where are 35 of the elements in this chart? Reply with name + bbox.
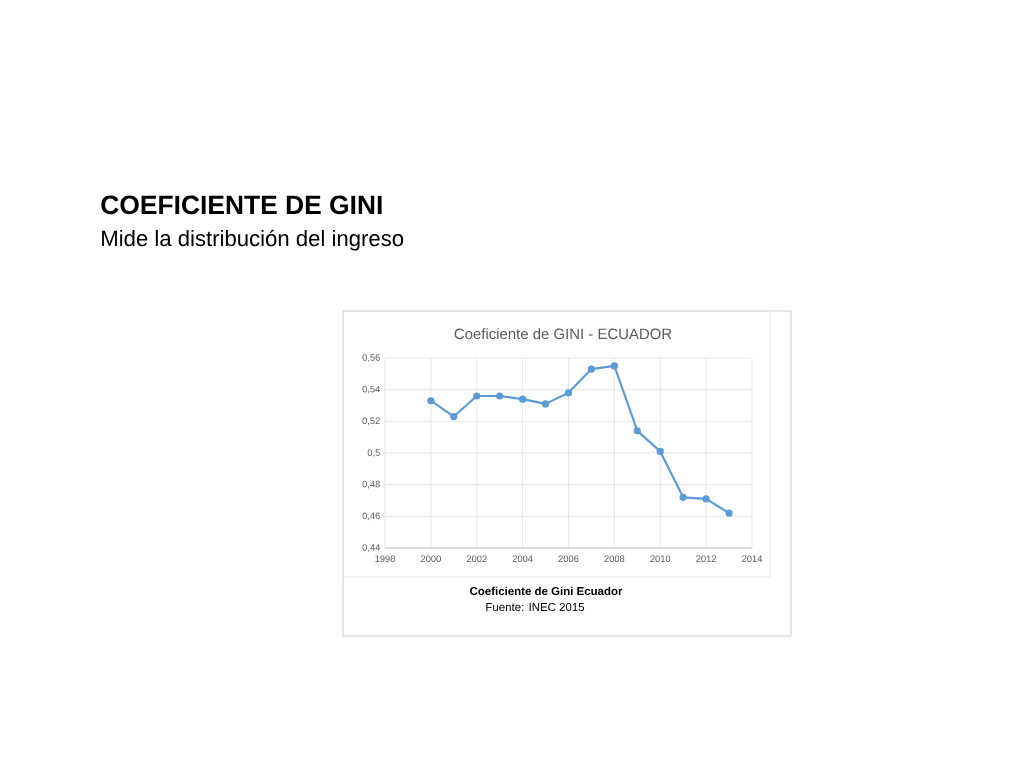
y-tick-label: 0,54 [362, 385, 381, 394]
point [473, 392, 481, 400]
point [450, 412, 458, 421]
point [633, 427, 641, 435]
point [610, 362, 618, 370]
x-tick-label: 2004 [512, 555, 533, 562]
x-tick-label: 2014 [742, 555, 763, 562]
x-tick-label: 2006 [558, 555, 579, 562]
point [656, 447, 664, 456]
y-tick-label: 0,48 [362, 480, 380, 489]
point [427, 397, 435, 405]
y-tick-label: 0,44 [362, 544, 381, 552]
x-tick-label: 2008 [604, 555, 625, 562]
source-note: Fuente: INEC 2015 [486, 602, 585, 612]
point [541, 400, 550, 408]
y-tick-label: 0,46 [362, 512, 380, 521]
point [679, 493, 687, 501]
point [702, 495, 710, 503]
point [725, 509, 733, 517]
chart-subtitle: Mide la distribución del ingreso [102, 229, 404, 251]
y-tick-label: 0,52 [362, 417, 380, 426]
y-tick-label: 0,5 [367, 449, 380, 457]
point [519, 395, 527, 403]
x-tick-label: 2012 [696, 555, 717, 562]
point [564, 389, 573, 397]
chart-title: COEFICIENTE DE GINI [101, 195, 382, 215]
y-tick-label: 0,56 [362, 354, 380, 362]
x-tick-label: 2002 [466, 555, 487, 562]
text: Coeficiente de GINI - ECUADOR [454, 328, 672, 340]
text: Coeficiente de Gini Ecuador [470, 586, 623, 596]
x-tick-label: 2010 [650, 555, 671, 562]
point [587, 365, 596, 373]
point [496, 392, 504, 400]
x-tick-label: 2000 [420, 555, 441, 562]
x-tick-label: 1998 [375, 555, 395, 562]
